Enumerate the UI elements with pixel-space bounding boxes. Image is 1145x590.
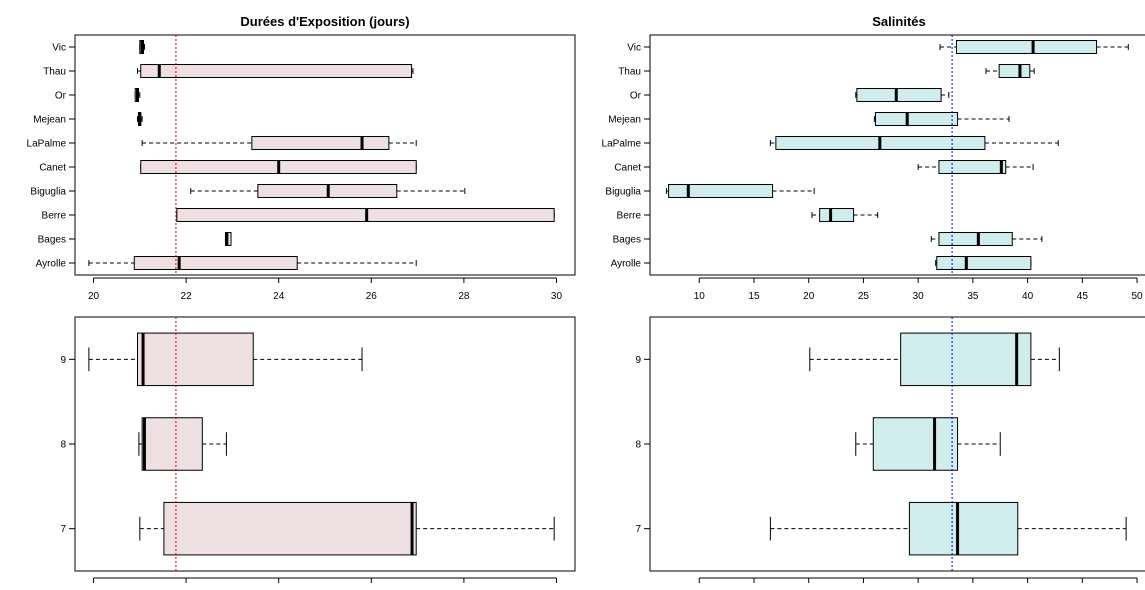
box-lapalme (141, 136, 417, 150)
interquartile-box (900, 332, 1032, 387)
y-tick-label: 9 (60, 355, 66, 366)
interquartile-box (998, 64, 1031, 78)
box-8 (855, 417, 1001, 471)
y-tick-label: Mejean (33, 115, 66, 126)
box-8 (138, 417, 227, 471)
y-tick-label: Ayrolle (611, 259, 642, 270)
y-tick-label: Berre (42, 211, 67, 222)
interquartile-box (819, 208, 855, 222)
box-berre (811, 208, 879, 222)
box-7 (769, 501, 1127, 556)
interquartile-box (872, 417, 959, 471)
y-tick-label: 8 (635, 440, 641, 451)
y-tick-label: Or (630, 91, 642, 102)
y-tick-label: Vic (52, 43, 66, 54)
y-tick-label: Thau (618, 67, 641, 78)
box-bages (930, 232, 1043, 246)
interquartile-box (936, 256, 1032, 270)
y-tick-label: Thau (43, 67, 66, 78)
box-ayrolle (88, 256, 417, 270)
box-mejean (873, 112, 1010, 126)
interquartile-box (908, 501, 1019, 556)
interquartile-box (938, 232, 1013, 246)
plot-frame (74, 34, 576, 276)
y-tick-label: 7 (60, 524, 66, 535)
interquartile-box (137, 332, 254, 387)
box-canet (140, 160, 417, 174)
box-thau (137, 64, 414, 78)
y-tick-label: Berre (617, 211, 642, 222)
box-berre (176, 208, 555, 222)
y-tick-label: Biguglia (30, 187, 66, 198)
y-tick-label: Biguglia (605, 187, 641, 198)
box-bages (224, 232, 232, 246)
x-tick-label: 45 (1077, 291, 1089, 302)
x-tick-label: 40 (1022, 291, 1034, 302)
x-tick-label: 10 (694, 291, 706, 302)
x-tick-label: 25 (858, 291, 870, 302)
box-ayrolle (935, 256, 1032, 270)
box-thau (985, 64, 1035, 78)
interquartile-box (163, 501, 417, 556)
y-tick-label: Vic (627, 43, 641, 54)
y-tick-label: 9 (635, 355, 641, 366)
interquartile-box (856, 88, 942, 102)
box-lapalme (769, 136, 1059, 150)
y-tick-label: Canet (39, 163, 66, 174)
exposure-groups-panel: 987202224262830 (60, 316, 576, 583)
interquartile-box (955, 40, 1098, 54)
x-tick-label: 20 (88, 291, 100, 302)
y-tick-label: 8 (60, 440, 66, 451)
x-tick-label: 30 (551, 291, 563, 302)
box-7 (139, 501, 555, 556)
box-9 (809, 332, 1060, 387)
interquartile-box (668, 184, 774, 198)
chart-title: Durées d'Exposition (jours) (240, 14, 409, 29)
y-tick-label: 7 (635, 524, 641, 535)
y-tick-label: Mejean (608, 115, 641, 126)
x-tick-label: 26 (366, 291, 378, 302)
chart-title: Salinités (872, 14, 925, 29)
x-tick-label: 50 (1131, 291, 1143, 302)
box-or (134, 88, 141, 102)
interquartile-box (141, 417, 203, 471)
box-mejean (137, 112, 143, 126)
box-or (855, 88, 950, 102)
box-vic (139, 40, 145, 54)
interquartile-box (874, 112, 959, 126)
x-tick-label: 22 (181, 291, 193, 302)
y-tick-label: Ayrolle (36, 259, 67, 270)
y-tick-label: Canet (614, 163, 641, 174)
x-tick-label: 30 (913, 291, 925, 302)
interquartile-box (938, 160, 1007, 174)
y-tick-label: Or (55, 91, 67, 102)
box-vic (939, 40, 1129, 54)
x-tick-label: 20 (803, 291, 815, 302)
box-biguglia (665, 184, 815, 198)
interquartile-box (251, 136, 390, 150)
interquartile-box (133, 256, 298, 270)
y-tick-label: LaPalme (27, 139, 67, 150)
salinity-groups-panel: 987101520253035404550 (635, 316, 1145, 583)
x-tick-label: 35 (967, 291, 979, 302)
x-tick-label: 15 (748, 291, 760, 302)
x-tick-label: 24 (273, 291, 285, 302)
interquartile-box (140, 64, 413, 78)
box-9 (88, 332, 363, 387)
plot-frame (649, 34, 1145, 276)
y-tick-label: LaPalme (602, 139, 642, 150)
y-tick-label: Bages (38, 235, 66, 246)
salinity-sites-panel: Salinités Vic Thau Or Mejean LaPalme Canet Bigu… (602, 14, 1145, 302)
box-canet (917, 160, 1034, 174)
box-biguglia (190, 184, 466, 198)
y-tick-label: Bages (613, 235, 641, 246)
exposure-sites-panel: Durées d'Exposition (jours) Vic Thau Or Meje… (27, 14, 576, 302)
x-tick-label: 28 (458, 291, 470, 302)
